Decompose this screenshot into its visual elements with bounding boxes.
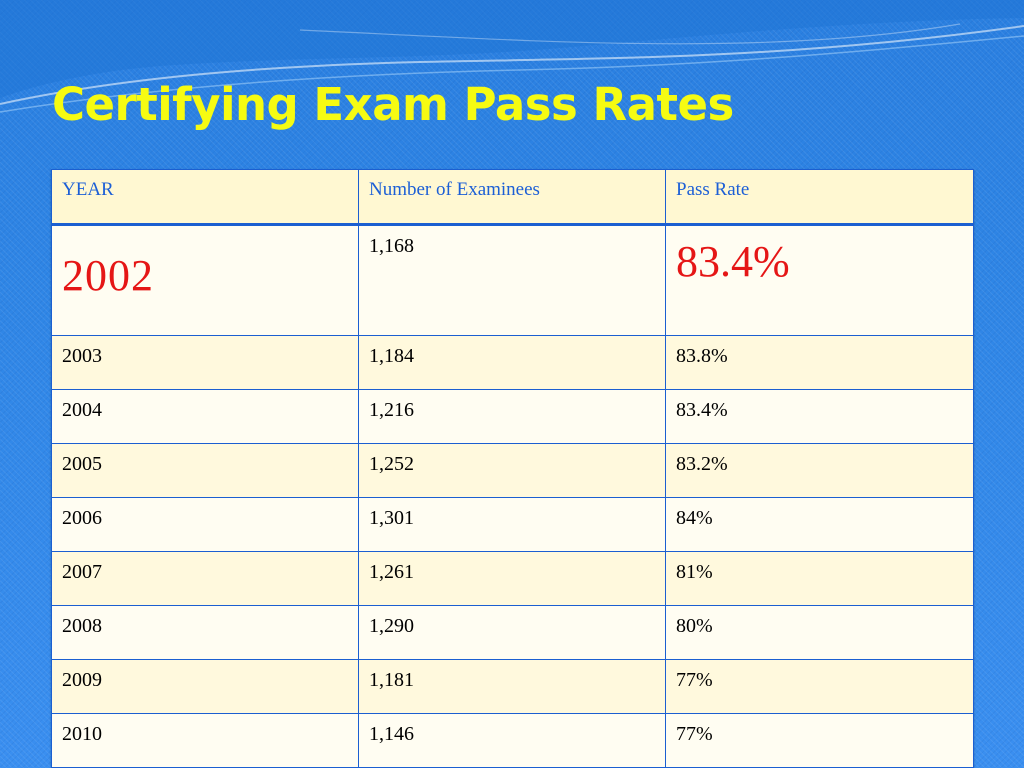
pass-rate-cell: 81%: [665, 551, 974, 606]
table-row: 2007 1,261 81%: [51, 551, 974, 606]
examinees-cell: 1,301: [358, 497, 666, 552]
table-row: 2008 1,290 80%: [51, 605, 974, 660]
pass-rate-cell: 84%: [665, 497, 974, 552]
year-cell: 2008: [51, 605, 359, 660]
pass-rate-cell: 77%: [665, 659, 974, 714]
table-row: 2009 1,181 77%: [51, 659, 974, 714]
year-cell: 2007: [51, 551, 359, 606]
year-cell: 2002: [51, 224, 359, 336]
pass-rates-table: YEAR Number of Examinees Pass Rate 2002 …: [51, 169, 974, 768]
pass-rate-cell: 77%: [665, 713, 974, 768]
year-cell: 2009: [51, 659, 359, 714]
pass-rate-cell: 83.2%: [665, 443, 974, 498]
table-row: 2004 1,216 83.4%: [51, 389, 974, 444]
year-cell: 2003: [51, 335, 359, 390]
table-row: 2002 1,168 83.4%: [51, 224, 974, 336]
pass-rate-cell: 83.8%: [665, 335, 974, 390]
pass-rate-cell: 80%: [665, 605, 974, 660]
column-header-year: YEAR: [51, 169, 359, 226]
examinees-cell: 1,181: [358, 659, 666, 714]
examinees-cell: 1,252: [358, 443, 666, 498]
examinees-cell: 1,216: [358, 389, 666, 444]
year-cell: 2006: [51, 497, 359, 552]
examinees-cell: 1,261: [358, 551, 666, 606]
table-row: 2003 1,184 83.8%: [51, 335, 974, 390]
year-cell: 2005: [51, 443, 359, 498]
year-cell: 2004: [51, 389, 359, 444]
table-header-row: YEAR Number of Examinees Pass Rate: [51, 169, 974, 226]
examinees-cell: 1,146: [358, 713, 666, 768]
table-row: 2010 1,146 77%: [51, 713, 974, 768]
column-header-pass-rate: Pass Rate: [665, 169, 974, 226]
column-header-examinees: Number of Examinees: [358, 169, 666, 226]
pass-rate-cell: 83.4%: [665, 224, 974, 336]
table-row: 2006 1,301 84%: [51, 497, 974, 552]
slide-title: Certifying Exam Pass Rates: [52, 78, 734, 131]
examinees-cell: 1,290: [358, 605, 666, 660]
pass-rate-cell: 83.4%: [665, 389, 974, 444]
table-row: 2005 1,252 83.2%: [51, 443, 974, 498]
examinees-cell: 1,184: [358, 335, 666, 390]
examinees-cell: 1,168: [358, 224, 666, 336]
year-cell: 2010: [51, 713, 359, 768]
